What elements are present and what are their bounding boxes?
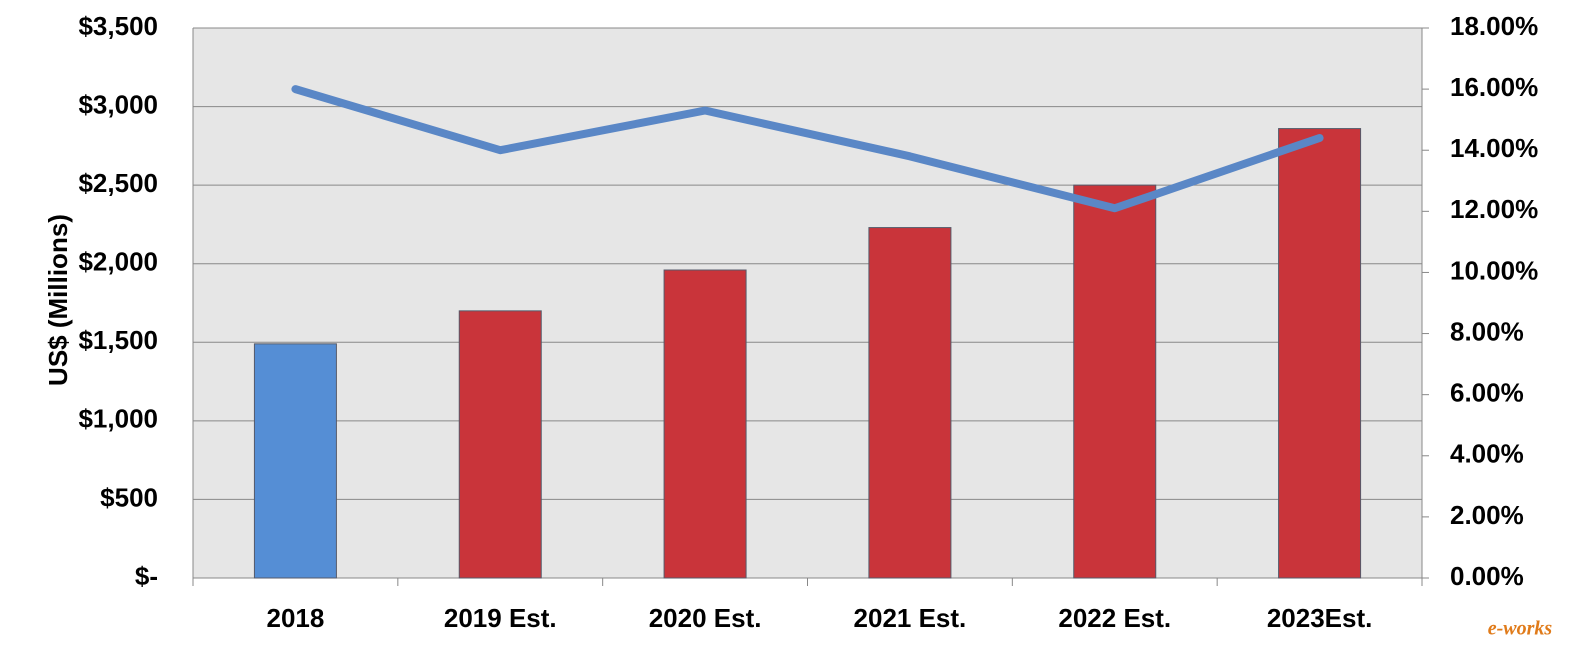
y-tick-label: $3,500 <box>78 11 158 41</box>
x-tick-label: 2020 Est. <box>649 603 762 633</box>
y2-tick-label: 6.00% <box>1450 378 1524 408</box>
y-tick-label: $500 <box>100 482 158 512</box>
y2-tick-label: 2.00% <box>1450 500 1524 530</box>
y-tick-label: $1,000 <box>78 404 158 434</box>
y2-tick-label: 10.00% <box>1450 255 1538 285</box>
y-tick-label: $3,000 <box>78 89 158 119</box>
y2-tick-label: 12.00% <box>1450 194 1538 224</box>
y2-tick-label: 0.00% <box>1450 561 1524 591</box>
x-tick-label: 2021 Est. <box>854 603 967 633</box>
bar <box>253 343 337 579</box>
x-tick-label: 2023Est. <box>1267 603 1373 633</box>
y-tick-label: $2,500 <box>78 168 158 198</box>
y2-tick-label: 4.00% <box>1450 439 1524 469</box>
watermark: e-works <box>1488 618 1553 640</box>
y2-tick-label: 14.00% <box>1450 133 1538 163</box>
y-tick-label: $- <box>135 561 158 591</box>
bar <box>868 227 952 579</box>
y2-tick-label: 18.00% <box>1450 11 1538 41</box>
y2-tick-label: 8.00% <box>1450 316 1524 346</box>
x-tick-label: 2019 Est. <box>444 603 557 633</box>
line <box>291 85 1324 213</box>
bar <box>1073 184 1157 579</box>
y-tick-label: $2,000 <box>78 247 158 277</box>
bar <box>1278 128 1362 579</box>
bar <box>458 310 542 579</box>
y-axis-label: US$ (Millions) <box>43 214 73 386</box>
y2-tick-label: 16.00% <box>1450 72 1538 102</box>
bar <box>663 269 747 579</box>
y-tick-label: $1,500 <box>78 325 158 355</box>
x-tick-label: 2022 Est. <box>1058 603 1171 633</box>
x-tick-label: 2018 <box>266 603 324 633</box>
